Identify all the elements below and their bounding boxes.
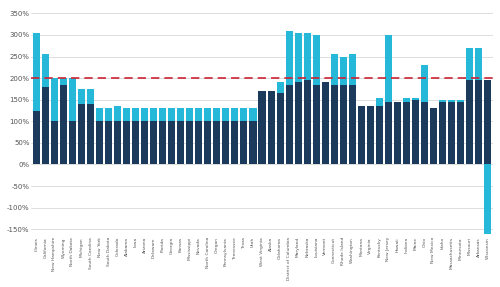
Bar <box>159 108 166 121</box>
Bar <box>358 106 365 164</box>
Bar <box>214 121 220 164</box>
Bar <box>439 102 446 164</box>
Bar <box>348 85 356 164</box>
Bar <box>232 121 238 164</box>
Bar <box>60 78 67 85</box>
Bar <box>286 31 292 85</box>
Bar <box>385 102 392 164</box>
Bar <box>69 121 76 164</box>
Bar <box>412 100 419 164</box>
Bar <box>78 89 85 104</box>
Bar <box>304 80 310 164</box>
Bar <box>430 108 437 164</box>
Bar <box>376 106 383 164</box>
Bar <box>69 78 76 121</box>
Bar <box>312 35 320 85</box>
Bar <box>123 121 130 164</box>
Bar <box>484 164 491 234</box>
Bar <box>196 121 202 164</box>
Bar <box>159 121 166 164</box>
Bar <box>484 80 491 164</box>
Bar <box>51 78 58 121</box>
Bar <box>268 91 274 164</box>
Bar <box>250 108 256 121</box>
Bar <box>114 106 121 121</box>
Bar <box>304 33 310 80</box>
Bar <box>403 98 410 102</box>
Bar <box>186 108 194 121</box>
Bar <box>150 121 157 164</box>
Bar <box>294 33 302 82</box>
Bar <box>87 89 94 104</box>
Bar <box>330 55 338 85</box>
Bar <box>421 65 428 102</box>
Bar <box>466 80 473 164</box>
Bar <box>475 48 482 80</box>
Bar <box>42 55 49 87</box>
Bar <box>78 104 85 164</box>
Bar <box>141 121 148 164</box>
Bar <box>312 85 320 164</box>
Bar <box>168 121 175 164</box>
Bar <box>403 102 410 164</box>
Bar <box>204 121 212 164</box>
Bar <box>457 100 464 102</box>
Bar <box>186 121 194 164</box>
Bar <box>123 108 130 121</box>
Bar <box>51 121 58 164</box>
Bar <box>178 108 184 121</box>
Bar <box>132 121 139 164</box>
Bar <box>33 33 40 110</box>
Bar <box>105 121 112 164</box>
Bar <box>276 82 283 93</box>
Bar <box>340 57 347 85</box>
Bar <box>475 80 482 164</box>
Bar <box>196 108 202 121</box>
Bar <box>240 108 248 121</box>
Bar <box>348 55 356 85</box>
Bar <box>33 110 40 164</box>
Bar <box>394 102 401 164</box>
Bar <box>222 121 230 164</box>
Bar <box>87 104 94 164</box>
Bar <box>250 121 256 164</box>
Bar <box>105 108 112 121</box>
Bar <box>132 108 139 121</box>
Bar <box>439 100 446 102</box>
Bar <box>466 48 473 80</box>
Bar <box>276 93 283 164</box>
Bar <box>448 102 455 164</box>
Bar <box>222 108 230 121</box>
Bar <box>168 108 175 121</box>
Bar <box>448 100 455 102</box>
Bar <box>150 108 157 121</box>
Bar <box>286 85 292 164</box>
Bar <box>421 102 428 164</box>
Bar <box>60 85 67 164</box>
Bar <box>294 82 302 164</box>
Bar <box>240 121 248 164</box>
Bar <box>376 98 383 106</box>
Bar <box>178 121 184 164</box>
Bar <box>457 102 464 164</box>
Bar <box>412 98 419 100</box>
Bar <box>258 91 266 164</box>
Bar <box>114 121 121 164</box>
Bar <box>330 85 338 164</box>
Bar <box>96 108 103 121</box>
Bar <box>385 35 392 102</box>
Bar <box>322 82 328 164</box>
Bar <box>204 108 212 121</box>
Bar <box>96 121 103 164</box>
Bar <box>340 85 347 164</box>
Bar <box>42 87 49 164</box>
Bar <box>367 106 374 164</box>
Bar <box>214 108 220 121</box>
Bar <box>141 108 148 121</box>
Bar <box>232 108 238 121</box>
